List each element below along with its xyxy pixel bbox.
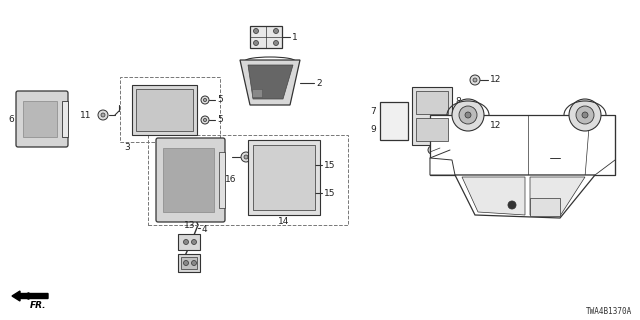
Bar	[120, 77, 220, 142]
Bar	[219, 152, 225, 208]
Text: 13: 13	[184, 221, 196, 230]
FancyBboxPatch shape	[156, 138, 225, 222]
Bar	[132, 85, 197, 135]
Text: 11: 11	[79, 110, 91, 119]
Bar	[416, 91, 448, 114]
Circle shape	[201, 116, 209, 124]
Text: 8: 8	[455, 97, 461, 106]
Bar	[148, 135, 348, 225]
Circle shape	[470, 75, 480, 85]
Circle shape	[569, 99, 601, 131]
Text: 14: 14	[278, 217, 290, 226]
Text: 10: 10	[455, 110, 467, 119]
Bar	[252, 89, 262, 97]
Circle shape	[184, 239, 189, 244]
Circle shape	[201, 96, 209, 104]
Circle shape	[159, 120, 169, 130]
Circle shape	[184, 260, 189, 266]
Bar	[250, 26, 282, 48]
Circle shape	[273, 41, 278, 45]
Bar	[178, 234, 200, 250]
Circle shape	[241, 152, 251, 162]
Circle shape	[191, 260, 196, 266]
Polygon shape	[248, 65, 293, 99]
Circle shape	[244, 155, 248, 159]
Bar	[62, 101, 68, 137]
FancyBboxPatch shape	[16, 91, 68, 147]
Text: 11: 11	[171, 121, 182, 130]
Text: 11: 11	[253, 153, 264, 162]
Circle shape	[431, 148, 433, 151]
Circle shape	[508, 201, 516, 209]
Polygon shape	[430, 158, 455, 175]
Circle shape	[301, 188, 311, 198]
Circle shape	[452, 99, 484, 131]
Polygon shape	[455, 175, 595, 218]
Text: 2: 2	[316, 78, 322, 87]
Circle shape	[304, 163, 308, 167]
Bar	[23, 101, 57, 137]
Circle shape	[304, 191, 308, 195]
Circle shape	[101, 113, 105, 117]
Text: 12: 12	[490, 76, 501, 84]
Bar	[380, 102, 408, 140]
Bar	[253, 145, 315, 210]
Text: 7: 7	[371, 108, 376, 116]
Text: 9: 9	[371, 125, 376, 134]
Text: TWA4B1370A: TWA4B1370A	[586, 307, 632, 316]
Text: 12: 12	[490, 121, 501, 130]
Circle shape	[253, 41, 259, 45]
Circle shape	[273, 28, 278, 34]
Bar	[163, 148, 214, 212]
FancyArrow shape	[12, 291, 48, 301]
Bar	[416, 118, 448, 141]
Circle shape	[162, 123, 166, 127]
Circle shape	[191, 239, 196, 244]
Text: 5: 5	[217, 95, 223, 105]
Text: 15: 15	[324, 188, 335, 197]
Bar	[181, 257, 197, 269]
Text: 5: 5	[217, 116, 223, 124]
Circle shape	[473, 78, 477, 82]
Bar	[178, 254, 200, 272]
Circle shape	[204, 99, 207, 101]
Bar	[136, 89, 193, 131]
Polygon shape	[530, 177, 585, 216]
Bar	[168, 161, 182, 170]
Polygon shape	[240, 60, 300, 105]
Circle shape	[253, 28, 259, 34]
Text: 15: 15	[324, 161, 335, 170]
Circle shape	[204, 118, 207, 122]
Circle shape	[470, 120, 480, 130]
Text: 6: 6	[8, 115, 14, 124]
Circle shape	[582, 112, 588, 118]
Polygon shape	[430, 115, 615, 175]
Circle shape	[473, 123, 477, 127]
Bar	[248, 140, 320, 215]
Text: 1: 1	[292, 33, 298, 42]
Circle shape	[465, 112, 471, 118]
Text: 16: 16	[225, 175, 237, 185]
Bar	[530, 198, 560, 216]
Circle shape	[98, 110, 108, 120]
Circle shape	[301, 160, 311, 170]
Circle shape	[428, 146, 436, 154]
Polygon shape	[462, 177, 525, 215]
Circle shape	[459, 106, 477, 124]
Text: FR.: FR.	[29, 301, 46, 310]
Text: 3: 3	[124, 143, 130, 153]
Circle shape	[576, 106, 594, 124]
Bar	[412, 87, 452, 145]
Text: 4: 4	[202, 226, 207, 235]
